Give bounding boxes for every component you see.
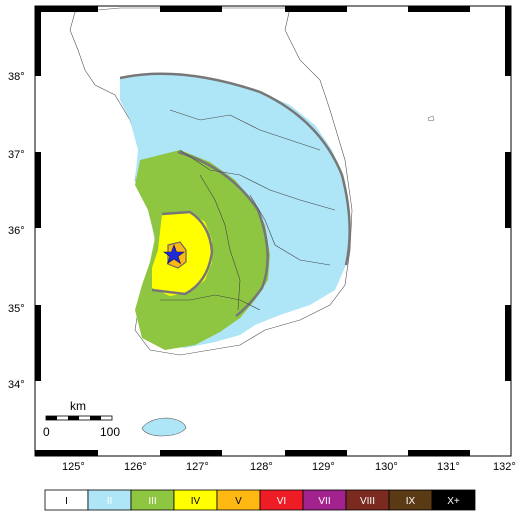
lon-tick: 127°: [186, 461, 209, 473]
east-island: [427, 115, 435, 122]
legend-label: VIII: [360, 496, 375, 507]
lon-tick: 125°: [62, 461, 85, 473]
lat-tick: 37°: [8, 149, 25, 161]
contour-iv-boundary: [151, 210, 214, 296]
lon-tick: 132°: [493, 461, 516, 473]
scale-start: 0: [43, 425, 50, 439]
star-icon: [163, 244, 185, 265]
lat-tick: 38°: [8, 71, 25, 83]
lon-tick: 131°: [437, 461, 460, 473]
province-boundaries: [160, 109, 336, 311]
lon-tick: 130°: [375, 461, 398, 473]
scale-end: 100: [100, 425, 120, 439]
lon-tick: 129°: [312, 461, 335, 473]
legend-label: X+: [447, 496, 460, 507]
legend-label: VII: [318, 496, 330, 507]
scale-bar: km 0 100: [43, 399, 120, 439]
contour-iii-boundary: [177, 150, 269, 317]
longitude-axis: 125° 126° 127° 128° 129° 130° 131° 132°: [62, 461, 516, 473]
lon-tick: 128°: [250, 461, 273, 473]
jeju-island: [141, 417, 187, 437]
lat-tick: 36°: [8, 225, 25, 237]
latitude-axis: 38° 37° 36° 35° 34°: [8, 71, 25, 391]
legend-swatch: [431, 489, 476, 511]
scale-unit: km: [70, 399, 86, 413]
legend-label: III: [148, 496, 156, 507]
legend-label: VI: [277, 496, 286, 507]
frame-border-bars: [35, 6, 511, 456]
lon-tick: 126°: [124, 461, 147, 473]
lat-tick: 35°: [8, 303, 25, 315]
legend-label: II: [107, 496, 113, 507]
contour-ii-boundary: [119, 72, 351, 266]
legend-label: I: [65, 496, 68, 507]
intensity-legend: I II III IV V VI VII VIII IX X+: [44, 489, 476, 511]
lat-tick: 34°: [8, 379, 25, 391]
legend-label: IV: [191, 496, 201, 507]
legend-label: IX: [406, 496, 416, 507]
legend-label: V: [235, 496, 242, 507]
